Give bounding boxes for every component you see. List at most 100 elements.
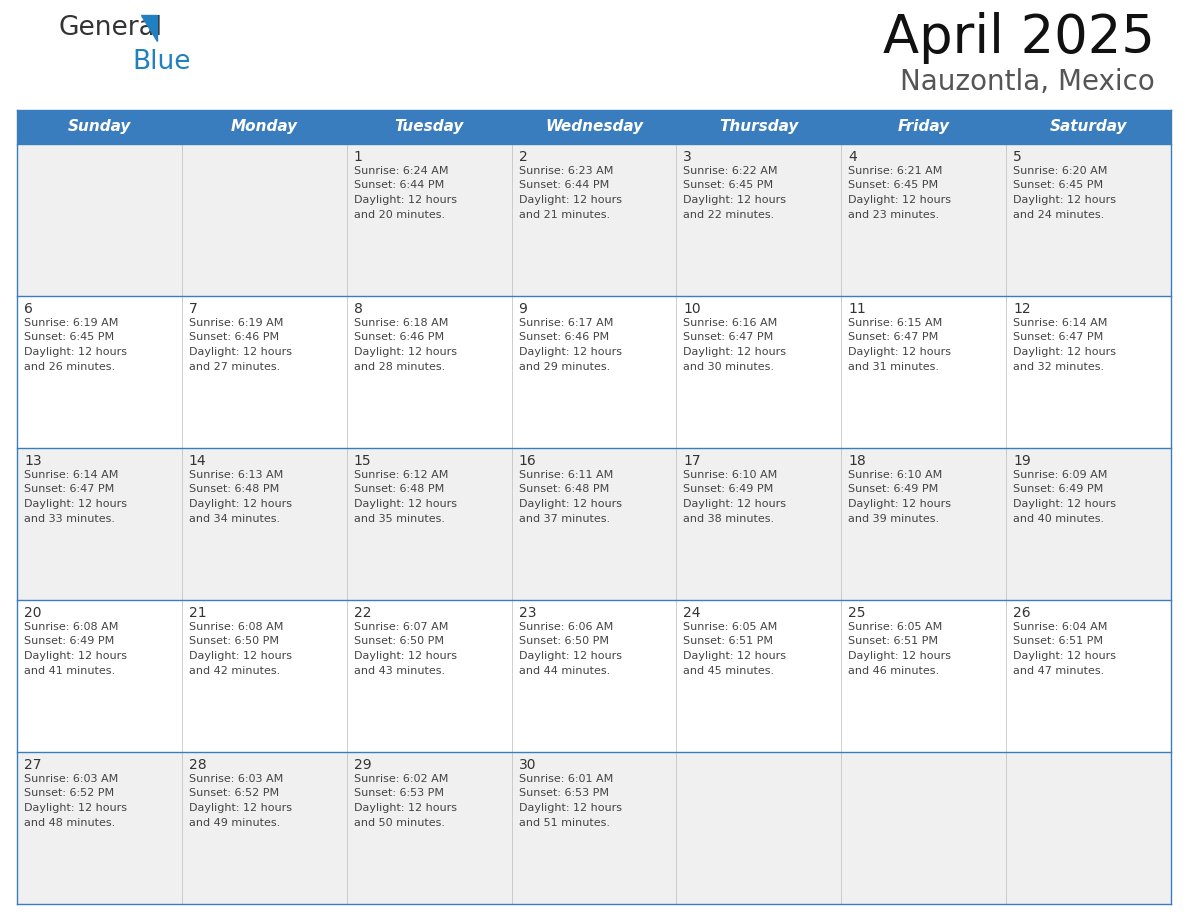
Text: Daylight: 12 hours: Daylight: 12 hours [189,499,292,509]
Text: Sunrise: 6:13 AM: Sunrise: 6:13 AM [189,470,283,480]
Text: 10: 10 [683,302,701,316]
Text: Daylight: 12 hours: Daylight: 12 hours [519,651,621,661]
Text: and 26 minutes.: and 26 minutes. [24,362,115,372]
Text: Sunrise: 6:23 AM: Sunrise: 6:23 AM [519,166,613,176]
Text: and 27 minutes.: and 27 minutes. [189,362,280,372]
Text: Sunrise: 6:14 AM: Sunrise: 6:14 AM [24,470,119,480]
Text: Sunset: 6:53 PM: Sunset: 6:53 PM [519,789,608,799]
Text: Sunset: 6:47 PM: Sunset: 6:47 PM [24,485,114,495]
Bar [17,144,1171,296]
Text: Sunrise: 6:11 AM: Sunrise: 6:11 AM [519,470,613,480]
Text: Friday: Friday [898,119,949,135]
Text: Sunset: 6:53 PM: Sunset: 6:53 PM [354,789,443,799]
Text: 28: 28 [189,758,207,772]
Text: and 47 minutes.: and 47 minutes. [1013,666,1105,676]
Text: Daylight: 12 hours: Daylight: 12 hours [519,195,621,205]
Text: 27: 27 [24,758,42,772]
Text: 23: 23 [519,606,536,620]
Text: Sunset: 6:51 PM: Sunset: 6:51 PM [683,636,773,646]
Text: Daylight: 12 hours: Daylight: 12 hours [848,347,952,357]
Text: Sunset: 6:52 PM: Sunset: 6:52 PM [189,789,279,799]
Text: Sunset: 6:48 PM: Sunset: 6:48 PM [354,485,444,495]
Text: 12: 12 [1013,302,1031,316]
Text: Daylight: 12 hours: Daylight: 12 hours [848,195,952,205]
Text: Blue: Blue [132,49,190,75]
Text: Saturday: Saturday [1050,119,1127,135]
Text: and 23 minutes.: and 23 minutes. [848,209,940,219]
Text: Daylight: 12 hours: Daylight: 12 hours [519,347,621,357]
Text: and 51 minutes.: and 51 minutes. [519,818,609,827]
Text: Daylight: 12 hours: Daylight: 12 hours [354,499,456,509]
Text: and 38 minutes.: and 38 minutes. [683,513,775,523]
Text: and 42 minutes.: and 42 minutes. [189,666,280,676]
Text: Daylight: 12 hours: Daylight: 12 hours [24,651,127,661]
Text: Daylight: 12 hours: Daylight: 12 hours [24,499,127,509]
Text: Daylight: 12 hours: Daylight: 12 hours [1013,195,1117,205]
Text: and 43 minutes.: and 43 minutes. [354,666,444,676]
Text: Sunset: 6:50 PM: Sunset: 6:50 PM [354,636,443,646]
Text: and 50 minutes.: and 50 minutes. [354,818,444,827]
Text: and 30 minutes.: and 30 minutes. [683,362,775,372]
Text: and 28 minutes.: and 28 minutes. [354,362,446,372]
Text: Sunrise: 6:18 AM: Sunrise: 6:18 AM [354,318,448,328]
Bar [17,600,1171,752]
Text: Sunrise: 6:10 AM: Sunrise: 6:10 AM [683,470,778,480]
Text: Sunset: 6:50 PM: Sunset: 6:50 PM [519,636,608,646]
Text: Sunrise: 6:22 AM: Sunrise: 6:22 AM [683,166,778,176]
Text: Daylight: 12 hours: Daylight: 12 hours [848,499,952,509]
Text: and 39 minutes.: and 39 minutes. [848,513,940,523]
Text: Sunrise: 6:15 AM: Sunrise: 6:15 AM [848,318,942,328]
Text: Sunset: 6:47 PM: Sunset: 6:47 PM [683,332,773,342]
Text: and 31 minutes.: and 31 minutes. [848,362,940,372]
Text: Daylight: 12 hours: Daylight: 12 hours [1013,499,1117,509]
Bar [17,448,1171,600]
Text: and 44 minutes.: and 44 minutes. [519,666,609,676]
Text: Sunset: 6:49 PM: Sunset: 6:49 PM [1013,485,1104,495]
Text: Nauzontla, Mexico: Nauzontla, Mexico [901,68,1155,96]
Text: Sunset: 6:49 PM: Sunset: 6:49 PM [683,485,773,495]
Text: Daylight: 12 hours: Daylight: 12 hours [683,651,786,661]
Text: Daylight: 12 hours: Daylight: 12 hours [354,803,456,813]
Text: 9: 9 [519,302,527,316]
Text: Sunset: 6:48 PM: Sunset: 6:48 PM [189,485,279,495]
Text: 22: 22 [354,606,371,620]
Text: Sunset: 6:46 PM: Sunset: 6:46 PM [189,332,279,342]
Text: Tuesday: Tuesday [394,119,463,135]
Text: 18: 18 [848,454,866,468]
Text: Sunrise: 6:09 AM: Sunrise: 6:09 AM [1013,470,1107,480]
Text: and 40 minutes.: and 40 minutes. [1013,513,1105,523]
Text: 2: 2 [519,150,527,164]
Text: and 35 minutes.: and 35 minutes. [354,513,444,523]
Text: Sunrise: 6:03 AM: Sunrise: 6:03 AM [189,774,283,784]
Text: 11: 11 [848,302,866,316]
Text: and 33 minutes.: and 33 minutes. [24,513,115,523]
Text: Sunrise: 6:01 AM: Sunrise: 6:01 AM [519,774,613,784]
Text: Daylight: 12 hours: Daylight: 12 hours [683,499,786,509]
Text: Daylight: 12 hours: Daylight: 12 hours [189,803,292,813]
Text: Sunrise: 6:05 AM: Sunrise: 6:05 AM [683,622,778,632]
Text: 19: 19 [1013,454,1031,468]
Text: April 2025: April 2025 [883,12,1155,64]
Text: Sunset: 6:51 PM: Sunset: 6:51 PM [848,636,939,646]
Text: and 29 minutes.: and 29 minutes. [519,362,609,372]
Text: Sunset: 6:45 PM: Sunset: 6:45 PM [24,332,114,342]
Text: Daylight: 12 hours: Daylight: 12 hours [24,803,127,813]
Text: Sunset: 6:45 PM: Sunset: 6:45 PM [683,181,773,191]
Text: Sunset: 6:52 PM: Sunset: 6:52 PM [24,789,114,799]
Text: Sunrise: 6:19 AM: Sunrise: 6:19 AM [189,318,283,328]
Text: Monday: Monday [230,119,298,135]
Text: Sunrise: 6:03 AM: Sunrise: 6:03 AM [24,774,119,784]
Text: and 41 minutes.: and 41 minutes. [24,666,115,676]
Text: Sunset: 6:46 PM: Sunset: 6:46 PM [354,332,444,342]
Text: and 20 minutes.: and 20 minutes. [354,209,444,219]
Text: Sunrise: 6:07 AM: Sunrise: 6:07 AM [354,622,448,632]
Text: and 48 minutes.: and 48 minutes. [24,818,115,827]
Text: Daylight: 12 hours: Daylight: 12 hours [1013,347,1117,357]
Text: Daylight: 12 hours: Daylight: 12 hours [354,195,456,205]
Text: Daylight: 12 hours: Daylight: 12 hours [683,195,786,205]
Text: and 49 minutes.: and 49 minutes. [189,818,280,827]
Text: Sunset: 6:46 PM: Sunset: 6:46 PM [519,332,608,342]
Text: and 37 minutes.: and 37 minutes. [519,513,609,523]
Text: 26: 26 [1013,606,1031,620]
Text: General: General [58,15,162,41]
